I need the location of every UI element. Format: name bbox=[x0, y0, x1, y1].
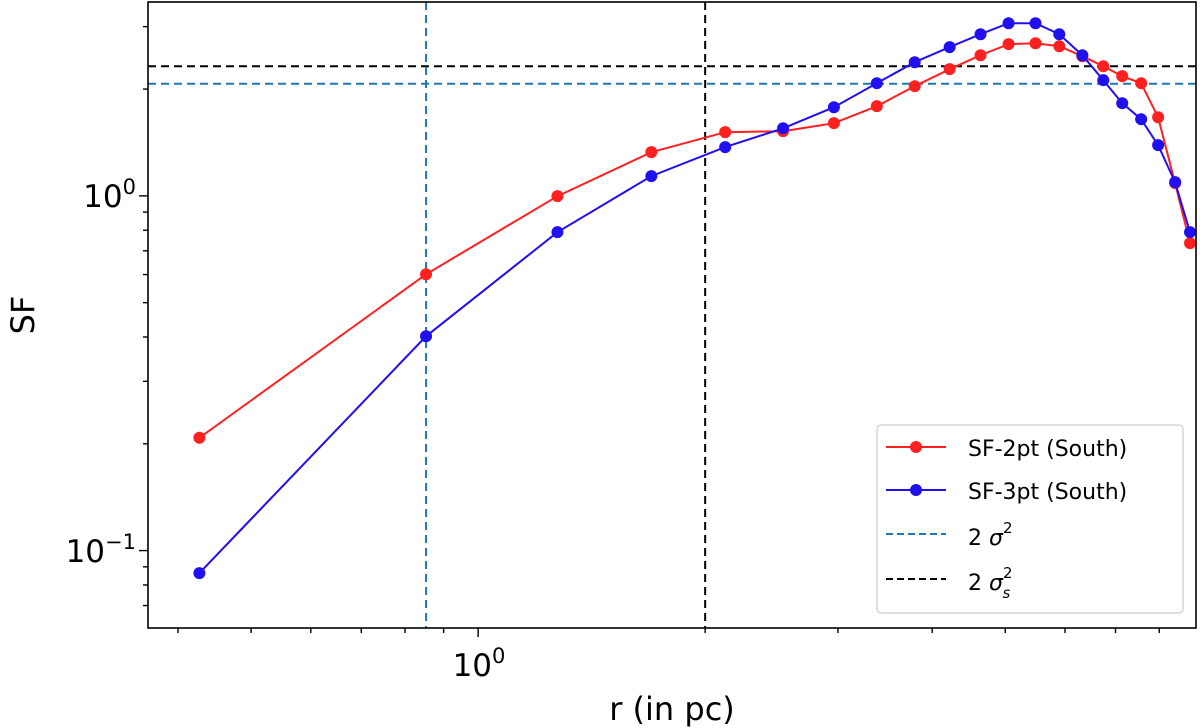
data-point-1-17 bbox=[1135, 113, 1148, 126]
data-point-0-17 bbox=[1135, 77, 1148, 90]
data-point-0-6 bbox=[827, 117, 840, 130]
data-point-1-13 bbox=[1053, 28, 1066, 41]
legend-box bbox=[876, 424, 1184, 614]
data-point-1-1 bbox=[420, 330, 433, 343]
data-point-1-7 bbox=[870, 77, 883, 90]
data-point-1-20 bbox=[1184, 226, 1196, 239]
data-point-0-0 bbox=[193, 431, 206, 444]
x-axis-label: r (in pc) bbox=[609, 690, 735, 728]
legend-entry-2-sigma-s-squared: 2 σ2 s bbox=[886, 564, 1013, 602]
data-point-0-2 bbox=[551, 190, 564, 203]
y-tick-label-1: 100 bbox=[83, 175, 136, 215]
data-point-1-18 bbox=[1152, 139, 1165, 152]
data-point-0-7 bbox=[870, 100, 883, 113]
legend: SF-2pt (South) SF-3pt (South) 2 σ2 2 σ2 s bbox=[876, 424, 1184, 614]
series-line-0 bbox=[198, 42, 1191, 439]
data-point-0-4 bbox=[719, 126, 732, 139]
legend-label-2-sigma-s-sq: 2 σ2 s bbox=[968, 564, 1013, 602]
data-point-1-19 bbox=[1169, 176, 1182, 189]
data-point-1-12 bbox=[1029, 17, 1042, 30]
legend-label-sf-3pt: SF-3pt (South) bbox=[968, 480, 1127, 505]
data-point-1-14 bbox=[1076, 49, 1089, 62]
data-point-0-16 bbox=[1116, 70, 1129, 83]
data-series bbox=[193, 17, 1196, 580]
legend-entry-sf-2pt: SF-2pt (South) bbox=[886, 437, 1127, 462]
x-tick-label-major: 100 bbox=[453, 644, 506, 684]
data-point-0-3 bbox=[645, 146, 658, 159]
legend-label-sf-2pt: SF-2pt (South) bbox=[968, 437, 1127, 462]
y-axis-label: SF bbox=[4, 296, 42, 335]
data-point-1-4 bbox=[719, 141, 732, 154]
data-point-1-16 bbox=[1116, 97, 1129, 110]
data-point-1-2 bbox=[551, 226, 564, 239]
data-point-0-15 bbox=[1097, 60, 1110, 73]
legend-entry-sf-3pt: SF-3pt (South) bbox=[886, 480, 1127, 505]
data-point-1-9 bbox=[943, 41, 956, 54]
data-point-0-1 bbox=[420, 268, 433, 281]
data-point-0-13 bbox=[1053, 40, 1066, 53]
data-point-0-10 bbox=[974, 49, 987, 62]
data-point-1-3 bbox=[645, 170, 658, 183]
data-point-1-15 bbox=[1097, 74, 1110, 87]
y-tick-label-0.1: 10−1 bbox=[66, 530, 136, 570]
data-point-0-18 bbox=[1152, 111, 1165, 124]
axis-ticks bbox=[139, 25, 1160, 637]
data-point-0-8 bbox=[908, 80, 921, 93]
legend-label-2-sigma-sq: 2 σ2 bbox=[968, 519, 1013, 551]
data-point-0-20 bbox=[1184, 237, 1196, 250]
plot-frame bbox=[147, 1, 1197, 629]
data-point-1-11 bbox=[1002, 17, 1015, 30]
data-point-0-9 bbox=[943, 63, 956, 76]
data-point-0-12 bbox=[1029, 37, 1042, 50]
data-point-0-11 bbox=[1002, 38, 1015, 51]
data-point-1-0 bbox=[193, 567, 206, 580]
legend-entry-2-sigma-squared: 2 σ2 bbox=[886, 519, 1013, 551]
data-point-1-5 bbox=[777, 122, 790, 135]
data-point-1-10 bbox=[974, 28, 987, 41]
data-point-1-6 bbox=[827, 101, 840, 114]
reference-lines bbox=[148, 2, 1196, 628]
data-point-1-8 bbox=[908, 56, 921, 69]
